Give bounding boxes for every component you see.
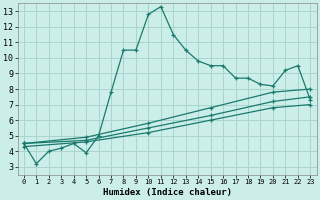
X-axis label: Humidex (Indice chaleur): Humidex (Indice chaleur) bbox=[103, 188, 232, 197]
